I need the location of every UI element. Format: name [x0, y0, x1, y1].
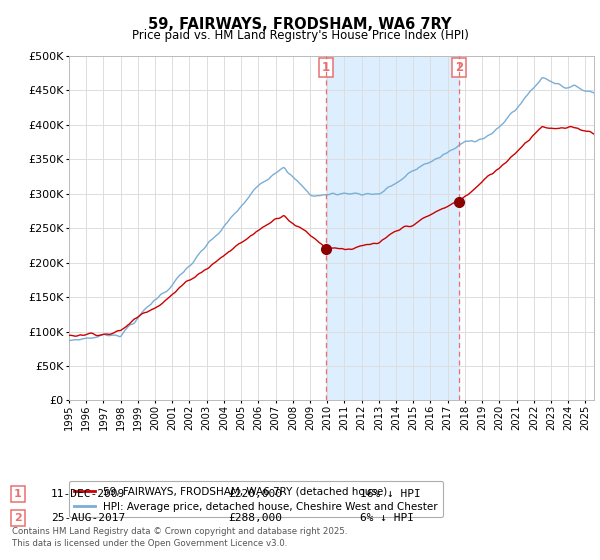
- Text: £288,000: £288,000: [228, 513, 282, 523]
- Text: 6% ↓ HPI: 6% ↓ HPI: [360, 513, 414, 523]
- Bar: [326, 56, 459, 400]
- Legend: 59, FAIRWAYS, FRODSHAM, WA6 7RY (detached house), HPI: Average price, detached h: 59, FAIRWAYS, FRODSHAM, WA6 7RY (detache…: [69, 482, 443, 517]
- Text: Contains HM Land Registry data © Crown copyright and database right 2025.
This d: Contains HM Land Registry data © Crown c…: [12, 527, 347, 548]
- Text: 25-AUG-2017: 25-AUG-2017: [51, 513, 125, 523]
- Text: 1: 1: [322, 61, 330, 74]
- Text: 2: 2: [14, 513, 22, 523]
- Text: 2: 2: [455, 61, 463, 74]
- Text: Price paid vs. HM Land Registry's House Price Index (HPI): Price paid vs. HM Land Registry's House …: [131, 29, 469, 42]
- Text: 1: 1: [14, 489, 22, 499]
- Text: 11-DEC-2009: 11-DEC-2009: [51, 489, 125, 499]
- Text: 59, FAIRWAYS, FRODSHAM, WA6 7RY: 59, FAIRWAYS, FRODSHAM, WA6 7RY: [148, 17, 452, 32]
- Text: £220,000: £220,000: [228, 489, 282, 499]
- Text: 16% ↓ HPI: 16% ↓ HPI: [360, 489, 421, 499]
